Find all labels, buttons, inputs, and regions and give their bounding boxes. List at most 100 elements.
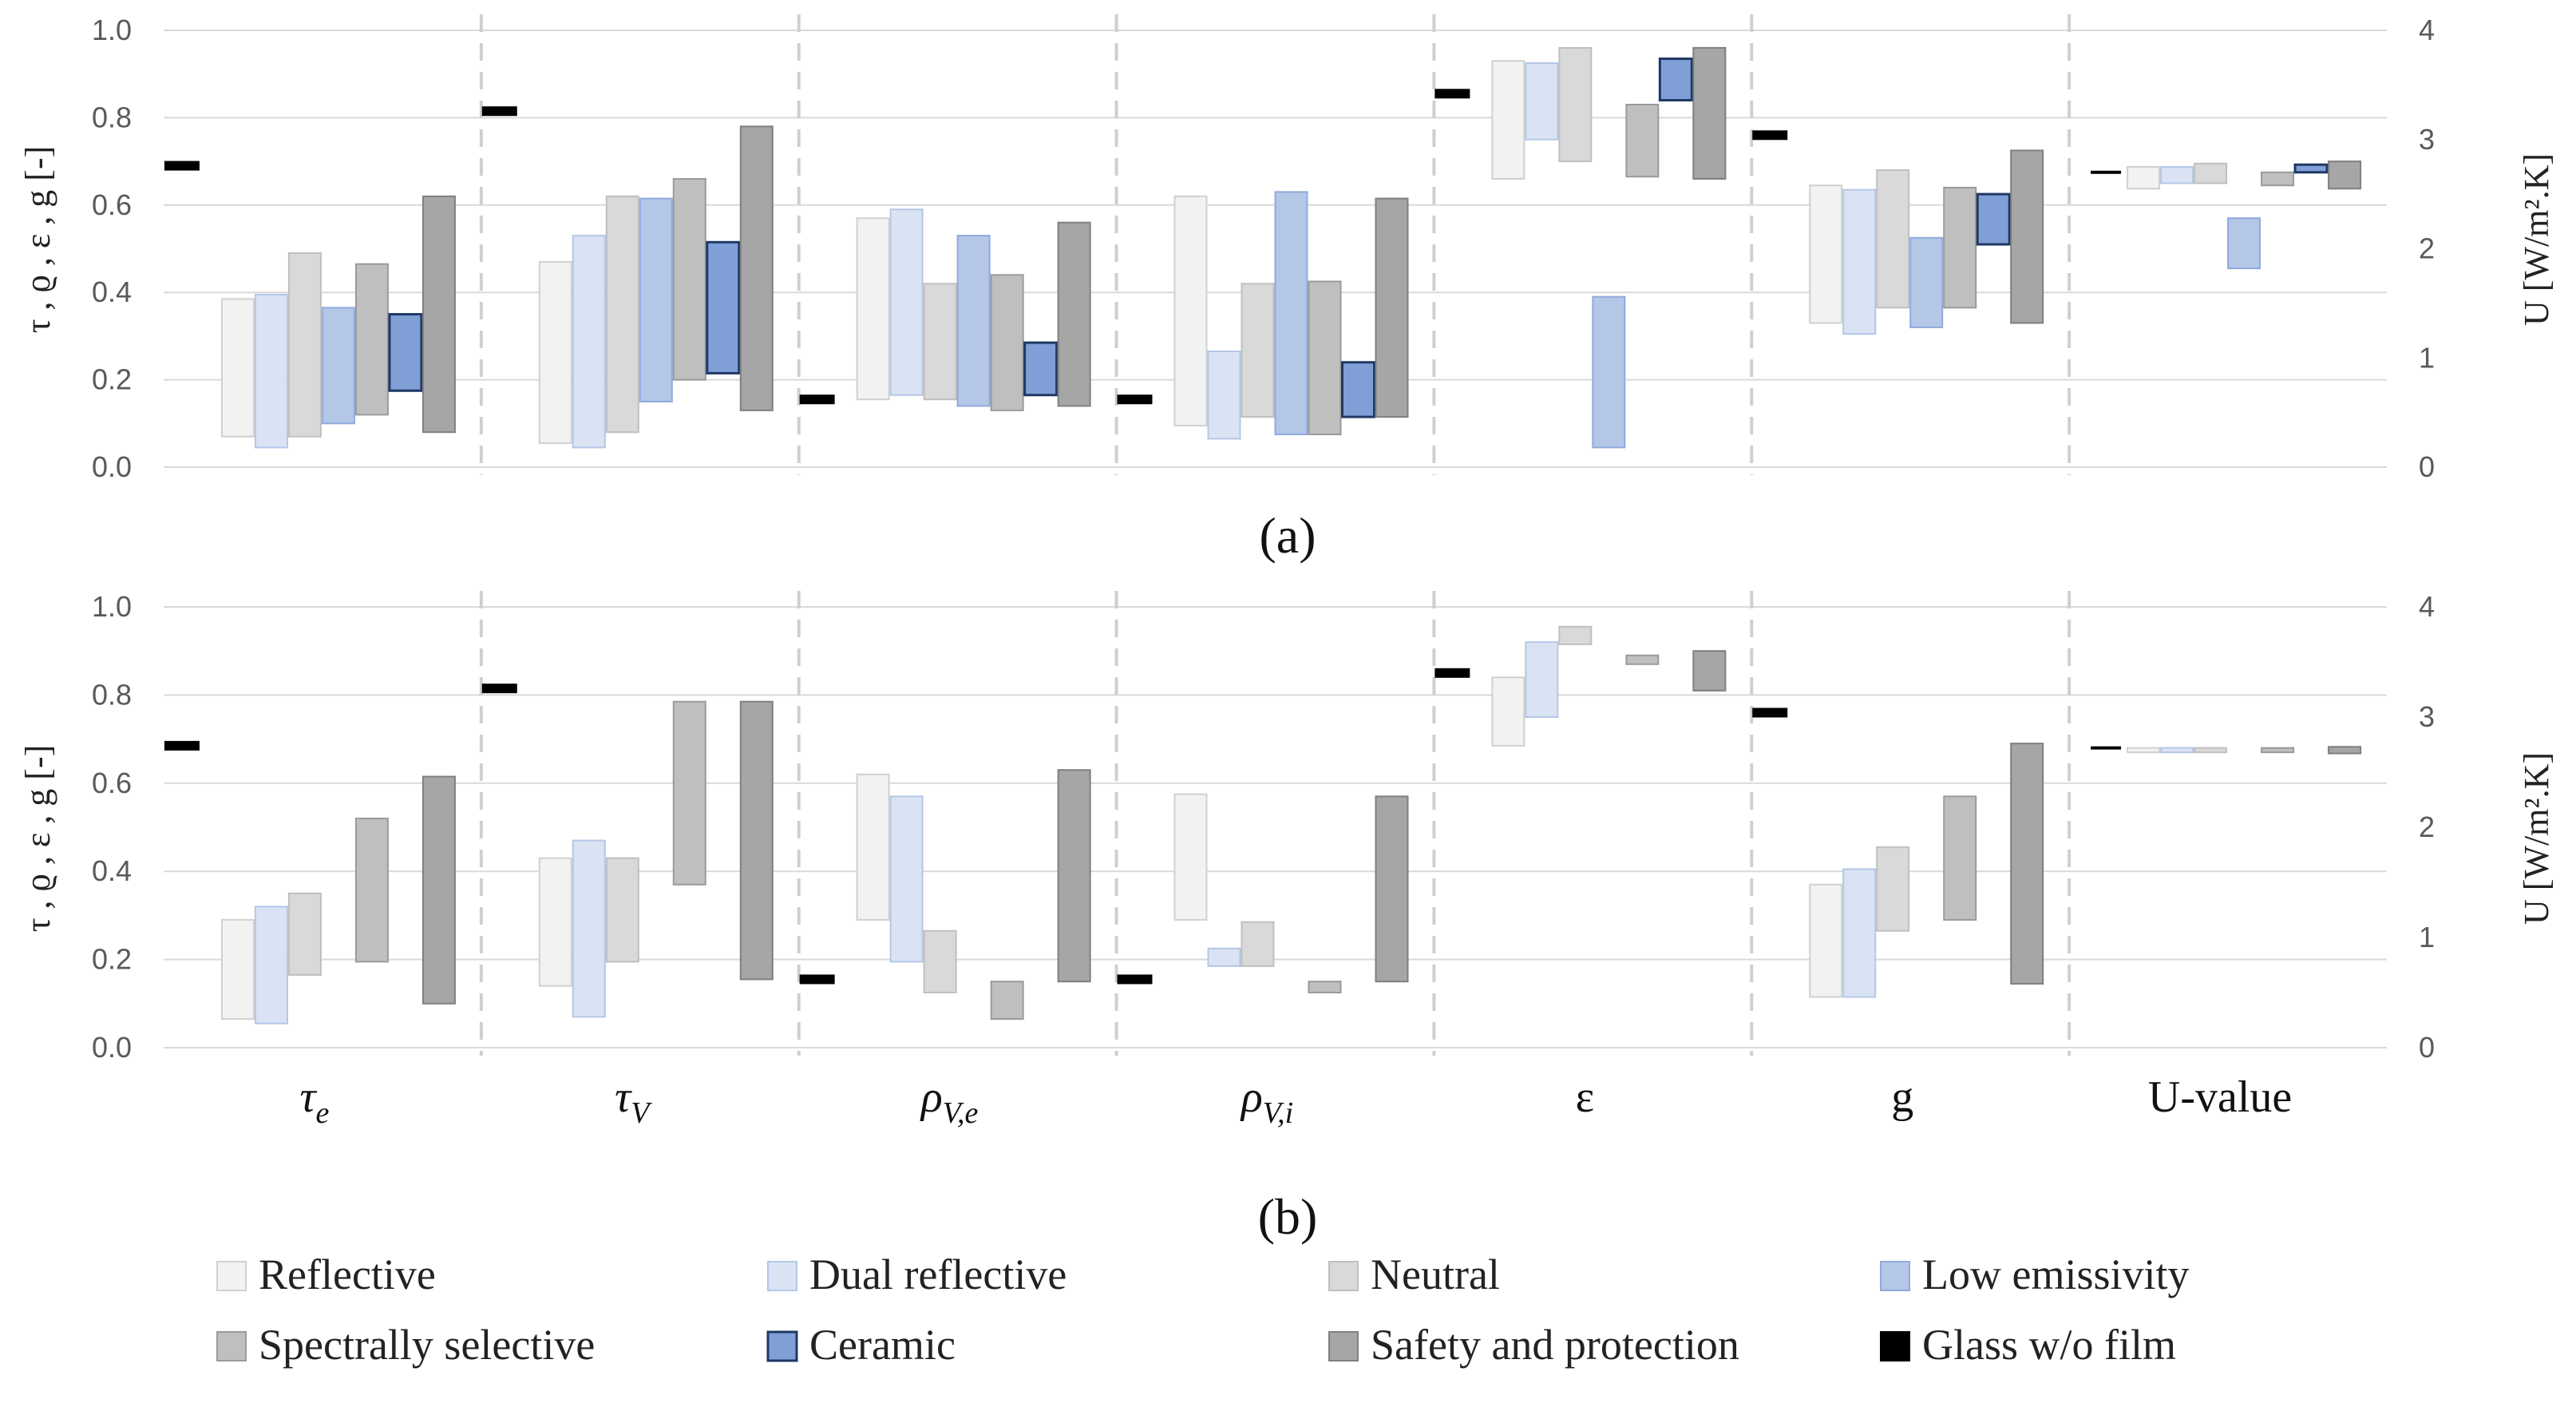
marker-glass-without-film [799,394,835,405]
legend-label-low-emissivity: Low emissivity [1922,1250,2190,1298]
bar-neutral [287,252,322,438]
legend-swatch-dual-reflective [767,1261,797,1291]
panel-label-a: (a) [1259,507,1316,564]
y-tick-label-left: 0.4 [92,854,132,887]
y-tick-label-right: 4 [2419,590,2435,623]
y-tick-label-left: 0.0 [92,450,132,483]
bar-spectrally-selective [672,700,706,886]
legend-label-neutral: Neutral [1371,1250,1500,1298]
bar-reflective [1173,195,1208,427]
bar-reflective [2127,747,2161,754]
bar-neutral [1876,169,1910,309]
y-tick-label-right: 0 [2419,1031,2435,1064]
marker-glass-without-film [1434,89,1470,99]
bar-reflective [220,918,255,1021]
category-label: ρV,i [1240,1072,1293,1130]
bar-reflective [856,773,890,921]
marker-glass-without-film [1752,707,1788,718]
bar-safety-and-protection [1692,46,1727,180]
category-label-main: τ [299,1072,317,1122]
bar-safety-and-protection [2010,149,2044,324]
bar-low-emissivity [956,235,991,407]
y-tick-label-right: 3 [2419,123,2435,156]
bar-safety-and-protection [421,195,456,434]
legend-swatch-safety-and-protection [1328,1331,1359,1361]
legend-label-ceramic: Ceramic [809,1321,956,1369]
bar-dual-reflective [1842,188,1877,335]
bar-spectrally-selective [1308,280,1342,435]
y-tick-label-left: 0.2 [92,363,132,396]
chart-marks: 0.0 0.2 0.4 0.6 0.8 1.0 0 1 2 3 4 0.0 0.2 0.4 0.6 0.8 1.… [92,14,2435,1130]
category-label-main: U-value [2148,1072,2292,1122]
bar-spectrally-selective [990,981,1024,1021]
bar-dual-reflective [1525,62,1559,141]
bar-reflective [538,857,572,987]
marker-glass-without-film [1117,394,1153,405]
y-tick-label-right: 4 [2419,14,2435,46]
marker-glass-without-film [481,684,517,694]
category-label: ρV,e [920,1072,979,1130]
bar-spectrally-selective [2261,171,2295,187]
category-label: U-value [2148,1072,2292,1122]
bar-neutral [1558,625,1593,645]
bar-safety-and-protection [1057,769,1091,983]
bar-neutral [923,283,957,401]
bar-dual-reflective [254,906,288,1025]
bar-reflective [1491,60,1525,180]
bar-safety-and-protection [2328,746,2362,755]
y-tick-label-left: 1.0 [92,14,132,46]
bar-reflective [1809,184,1843,324]
y-tick-label-left: 0.4 [92,275,132,308]
legend-label-safety-and-protection: Safety and protection [1371,1321,1739,1369]
y-axis-left-title-a: τ , ϱ , ε , g [-] [18,146,57,334]
y-axis-left-title-b: τ , ϱ , ε , g [-] [18,745,57,933]
y-tick-label-left: 0.2 [92,943,132,976]
y-tick-label-right: 1 [2419,921,2435,953]
category-label: τe [299,1072,329,1130]
legend-swatch-reflective [216,1261,247,1291]
bar-ceramic [2293,163,2329,174]
bar-dual-reflective [1525,641,1559,718]
category-label-main: τ [615,1072,632,1122]
bar-neutral [287,892,322,976]
category-label-sub: V,i [1263,1096,1293,1130]
bar-spectrally-selective [354,817,389,963]
y-axis-right-title-b: U [W/m².K] [2517,752,2556,925]
y-tick-label-left: 0.6 [92,188,132,221]
legend-swatch-neutral [1328,1261,1359,1291]
bar-safety-and-protection [2328,161,2362,190]
bar-low-emissivity [2227,217,2261,270]
bar-low-emissivity [639,197,673,402]
bar-safety-and-protection [2010,743,2044,985]
bar-safety-and-protection [1375,795,1409,983]
legend-label-glass-w-o-film: Glass w/o film [1922,1321,2176,1369]
bar-ceramic [388,313,423,392]
legend: Reflective Dual reflective Neutral Low emis… [216,1250,2190,1369]
marker-glass-without-film [164,740,200,751]
y-tick-label-left: 0.8 [92,678,132,711]
marker-glass-without-film [481,106,517,117]
bar-spectrally-selective [1943,186,1977,309]
bar-dual-reflective [254,293,288,449]
bar-neutral [923,929,957,993]
category-label-sub: V [631,1096,652,1130]
bar-low-emissivity [321,307,355,425]
bar-dual-reflective [2160,747,2194,754]
bar-safety-and-protection [739,125,774,411]
y-axis-right-title-a: U [W/m².K] [2517,153,2556,326]
category-label-main: ε [1576,1072,1595,1122]
bar-ceramic [1023,341,1058,397]
legend-label-reflective: Reflective [259,1250,436,1298]
bar-dual-reflective [572,235,606,449]
bar-reflective [1491,676,1525,747]
bar-low-emissivity [1909,236,1944,328]
legend-label-dual-reflective: Dual reflective [809,1250,1066,1298]
bar-safety-and-protection [1057,221,1091,407]
bar-neutral [605,195,639,434]
marker-glass-without-film [164,161,200,171]
bar-neutral [605,857,639,963]
bar-spectrally-selective [990,274,1024,411]
bar-reflective [1809,883,1843,998]
bar-dual-reflective [2160,165,2194,184]
